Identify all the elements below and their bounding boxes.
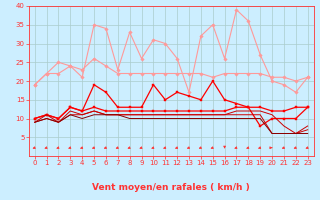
X-axis label: Vent moyen/en rafales ( km/h ): Vent moyen/en rafales ( km/h ) bbox=[92, 183, 250, 192]
